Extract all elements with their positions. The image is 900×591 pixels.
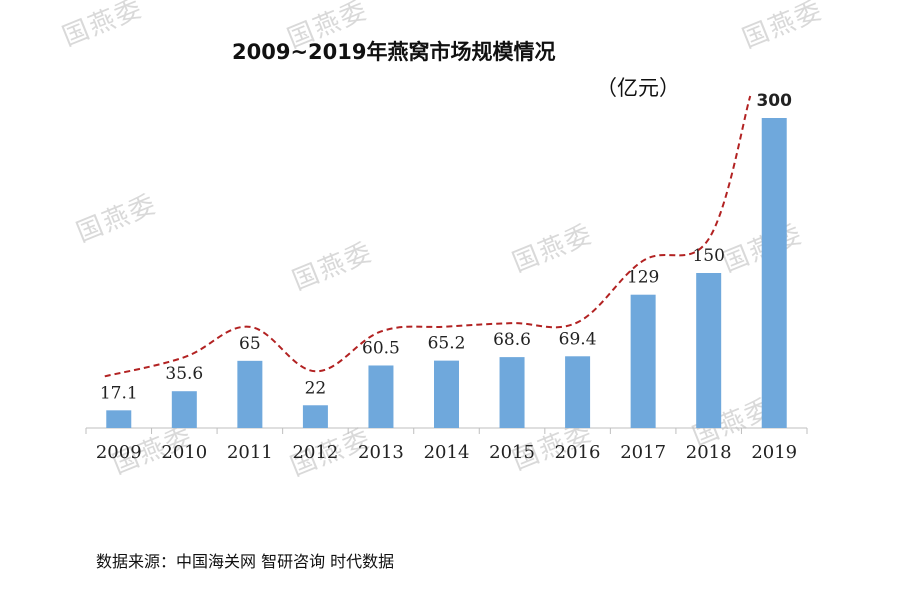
data-label: 129 bbox=[627, 268, 659, 288]
bar-2018 bbox=[696, 273, 722, 428]
bar-2010 bbox=[171, 391, 197, 428]
x-tick-label: 2016 bbox=[555, 442, 601, 463]
data-label: 69.4 bbox=[559, 329, 597, 349]
chart-title: 2009~2019年燕窝市场规模情况 bbox=[232, 40, 556, 64]
x-tick-label: 2012 bbox=[293, 442, 339, 463]
x-tick-label: 2018 bbox=[686, 442, 732, 463]
x-tick-label: 2009 bbox=[96, 442, 142, 463]
bar-2015 bbox=[499, 357, 525, 428]
bar-2012 bbox=[302, 405, 328, 428]
x-tick-label: 2017 bbox=[620, 442, 666, 463]
x-tick-label: 2015 bbox=[489, 442, 535, 463]
source-note: 数据来源：中国海关网 智研咨询 时代数据 bbox=[96, 552, 395, 571]
data-label: 300 bbox=[756, 91, 792, 111]
x-tick-label: 2011 bbox=[227, 442, 273, 463]
data-label: 65 bbox=[239, 334, 261, 354]
bar-2013 bbox=[368, 365, 394, 428]
x-tick-label: 2019 bbox=[751, 442, 797, 463]
data-label: 22 bbox=[305, 378, 327, 398]
bar-2017 bbox=[630, 294, 656, 428]
bar-2011 bbox=[237, 360, 263, 428]
x-tick-label: 2014 bbox=[424, 442, 470, 463]
data-label: 35.6 bbox=[165, 364, 203, 384]
trend-line bbox=[104, 95, 752, 378]
bar-2019 bbox=[761, 118, 787, 428]
bar-2014 bbox=[434, 360, 459, 428]
data-label: 150 bbox=[692, 246, 724, 266]
x-tick-label: 2010 bbox=[161, 442, 207, 463]
data-label: 68.6 bbox=[493, 330, 531, 350]
bar-2009 bbox=[106, 410, 132, 428]
data-label: 60.5 bbox=[362, 338, 400, 358]
data-label: 17.1 bbox=[100, 383, 138, 403]
x-tick-label: 2013 bbox=[358, 442, 404, 463]
bar-2016 bbox=[565, 356, 591, 428]
data-label: 65.2 bbox=[428, 334, 466, 354]
unit-label: （亿元） bbox=[596, 76, 680, 100]
